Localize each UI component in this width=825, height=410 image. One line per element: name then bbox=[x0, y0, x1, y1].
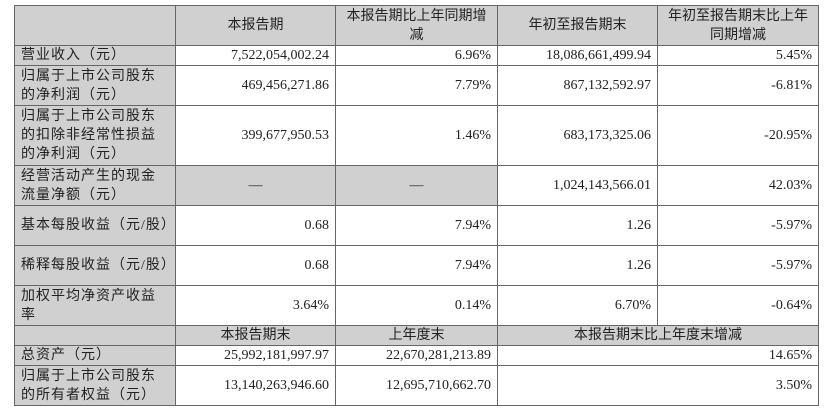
cell: 7.79% bbox=[335, 65, 498, 106]
header-cell bbox=[14, 5, 176, 46]
cell: -0.64% bbox=[657, 285, 819, 326]
header-cell: 本报告期末比上年度末增减 bbox=[497, 325, 819, 346]
header-cell: 上年度末 bbox=[335, 325, 498, 346]
cell: 3.50% bbox=[497, 365, 819, 406]
cell: -6.81% bbox=[657, 65, 819, 106]
cell: 1.46% bbox=[335, 105, 498, 166]
cell: -20.95% bbox=[657, 105, 819, 166]
cell: 18,086,661,499.94 bbox=[497, 45, 658, 66]
cell: — bbox=[175, 165, 336, 206]
header-row-2: 本报告期末 上年度末 本报告期末比上年度末增减 bbox=[14, 325, 819, 346]
cell: 0.68 bbox=[175, 245, 336, 286]
header-cell: 年初至报告期末比上年同期增减 bbox=[657, 5, 819, 46]
table-row: 加权平均净资产收益率 3.64% 0.14% 6.70% -0.64% bbox=[14, 285, 819, 326]
header-cell: 本报告期 bbox=[175, 5, 336, 46]
cell: 6.70% bbox=[497, 285, 658, 326]
cell: 22,670,281,213.89 bbox=[335, 345, 498, 366]
cell: 42.03% bbox=[657, 165, 819, 206]
cell: 7,522,054,002.24 bbox=[175, 45, 336, 66]
header-cell: 年初至报告期末 bbox=[497, 5, 658, 46]
table-row: 基本每股收益（元/股） 0.68 7.94% 1.26 -5.97% bbox=[14, 205, 819, 246]
cell: 13,140,263,946.60 bbox=[175, 365, 336, 406]
cell: 7.94% bbox=[335, 205, 498, 246]
cell: 0.14% bbox=[335, 285, 498, 326]
cell: 867,132,592.97 bbox=[497, 65, 658, 106]
cell: 683,173,325.06 bbox=[497, 105, 658, 166]
cell: -5.97% bbox=[657, 205, 819, 246]
table-row: 归属于上市公司股东的净利润（元） 469,456,271.86 7.79% 86… bbox=[14, 65, 819, 106]
table-row: 总资产（元） 25,992,181,997.97 22,670,281,213.… bbox=[14, 345, 819, 366]
row-label: 稀释每股收益（元/股） bbox=[14, 245, 176, 286]
header-cell: 本报告期末 bbox=[175, 325, 336, 346]
cell: 14.65% bbox=[497, 345, 819, 366]
table-row: 归属于上市公司股东的所有者权益（元） 13,140,263,946.60 12,… bbox=[14, 365, 819, 406]
table-row: 归属于上市公司股东的扣除非经常性损益的净利润（元） 399,677,950.53… bbox=[14, 105, 819, 166]
cell: 1.26 bbox=[497, 205, 658, 246]
row-label: 基本每股收益（元/股） bbox=[14, 205, 176, 246]
cell: 1.26 bbox=[497, 245, 658, 286]
header-row: 本报告期 本报告期比上年同期增减 年初至报告期末 年初至报告期末比上年同期增减 bbox=[14, 5, 819, 46]
table-row: 经营活动产生的现金流量净额（元） — — 1,024,143,566.01 42… bbox=[14, 165, 819, 206]
table-row: 营业收入（元） 7,522,054,002.24 6.96% 18,086,66… bbox=[14, 45, 819, 66]
cell: 3.64% bbox=[175, 285, 336, 326]
header-cell bbox=[14, 325, 176, 346]
row-label: 总资产（元） bbox=[14, 345, 176, 366]
header-cell: 本报告期比上年同期增减 bbox=[335, 5, 498, 46]
cell: 25,992,181,997.97 bbox=[175, 345, 336, 366]
cell: 7.94% bbox=[335, 245, 498, 286]
cell: 5.45% bbox=[657, 45, 819, 66]
row-label: 归属于上市公司股东的所有者权益（元） bbox=[14, 365, 176, 406]
row-label: 经营活动产生的现金流量净额（元） bbox=[14, 165, 176, 206]
cell: 6.96% bbox=[335, 45, 498, 66]
cell: 469,456,271.86 bbox=[175, 65, 336, 106]
financial-summary-table: 本报告期 本报告期比上年同期增减 年初至报告期末 年初至报告期末比上年同期增减 … bbox=[14, 5, 819, 406]
row-label: 加权平均净资产收益率 bbox=[14, 285, 176, 326]
cell: 399,677,950.53 bbox=[175, 105, 336, 166]
row-label: 归属于上市公司股东的净利润（元） bbox=[14, 65, 176, 106]
cell: 1,024,143,566.01 bbox=[497, 165, 658, 206]
row-label: 营业收入（元） bbox=[14, 45, 176, 66]
table-row: 稀释每股收益（元/股） 0.68 7.94% 1.26 -5.97% bbox=[14, 245, 819, 286]
cell: 12,695,710,662.70 bbox=[335, 365, 498, 406]
row-label: 归属于上市公司股东的扣除非经常性损益的净利润（元） bbox=[14, 105, 176, 166]
cell: 0.68 bbox=[175, 205, 336, 246]
cell: -5.97% bbox=[657, 245, 819, 286]
cell: — bbox=[335, 165, 498, 206]
